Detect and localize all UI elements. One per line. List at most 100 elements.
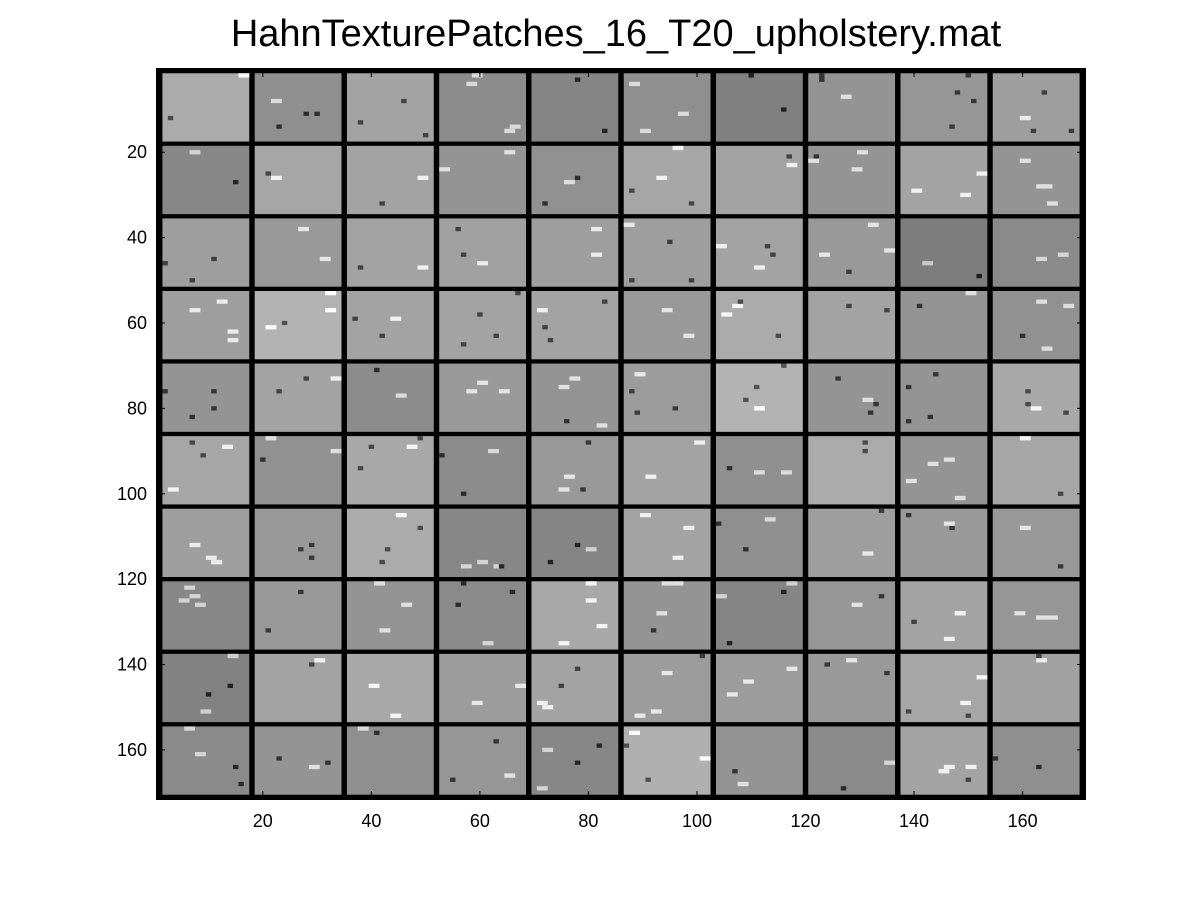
texture-speckle	[905, 419, 912, 424]
texture-speckle	[542, 705, 554, 710]
texture-speckle	[368, 683, 380, 689]
texture-patch	[254, 508, 342, 578]
texture-speckle	[949, 525, 955, 531]
texture-speckle	[189, 594, 201, 599]
patch-cell	[439, 508, 527, 578]
texture-speckle	[884, 248, 896, 253]
texture-patch	[715, 653, 803, 723]
texture-patch	[531, 581, 619, 650]
texture-speckle	[1025, 389, 1031, 394]
texture-speckle	[851, 602, 863, 607]
texture-speckle	[211, 559, 223, 565]
texture-speckle	[922, 261, 934, 266]
texture-speckle	[564, 179, 575, 185]
texture-patch	[900, 436, 988, 505]
texture-speckle	[764, 244, 771, 249]
texture-speckle	[753, 406, 765, 411]
texture-speckle	[585, 598, 597, 603]
texture-patch	[531, 653, 619, 723]
texture-speckle	[379, 333, 385, 338]
texture-speckle	[542, 201, 548, 206]
patch-cell	[346, 218, 434, 287]
texture-speckle	[390, 713, 402, 718]
texture-patch	[346, 653, 434, 723]
ticks	[157, 69, 1085, 799]
texture-patch	[900, 363, 988, 432]
texture-patch	[992, 73, 1080, 142]
patch-cell	[900, 145, 988, 215]
texture-speckle	[460, 252, 467, 257]
patch-cell	[992, 508, 1080, 578]
patch-cell	[715, 363, 803, 432]
texture-patch	[992, 726, 1080, 795]
texture-speckle	[1019, 525, 1031, 531]
texture-speckle	[298, 589, 304, 595]
texture-speckle	[916, 303, 923, 309]
texture-speckle	[417, 175, 429, 180]
texture-patch	[900, 218, 988, 287]
texture-patch	[439, 436, 527, 505]
texture-speckle	[591, 252, 603, 257]
texture-speckle	[840, 786, 847, 791]
texture-speckle	[688, 201, 695, 206]
texture-speckle	[867, 410, 874, 415]
texture-speckle	[753, 265, 765, 270]
texture-patch	[439, 508, 527, 578]
texture-speckle	[374, 581, 385, 586]
texture-patch	[254, 436, 342, 505]
texture-speckle	[949, 124, 955, 129]
patch-cell	[162, 508, 250, 578]
patch-cell	[715, 581, 803, 650]
texture-speckle	[232, 764, 239, 770]
texture-patch	[346, 436, 434, 505]
texture-speckle	[536, 786, 548, 791]
texture-speckle	[298, 226, 309, 232]
texture-speckle	[661, 308, 673, 313]
patch-cell	[162, 436, 250, 505]
texture-speckle	[1041, 90, 1048, 95]
texture-speckle	[504, 773, 516, 778]
patch-cell	[900, 653, 988, 723]
texture-speckle	[943, 457, 955, 462]
y-tick-label: 120	[117, 569, 147, 589]
texture-speckle	[504, 128, 516, 134]
patch-cell	[439, 653, 527, 723]
texture-speckle	[884, 670, 890, 676]
patch-cell	[346, 508, 434, 578]
texture-speckle	[574, 666, 581, 671]
texture-speckle	[1030, 128, 1037, 134]
texture-speckle	[699, 653, 706, 659]
patch-cell	[900, 581, 988, 650]
texture-speckle	[325, 308, 337, 313]
patch-cell	[439, 218, 527, 287]
texture-speckle	[1063, 303, 1075, 309]
texture-speckle	[308, 662, 315, 667]
texture-speckle	[878, 594, 885, 599]
texture-patch	[254, 218, 342, 287]
patch-cell	[254, 653, 342, 723]
texture-speckle	[374, 367, 380, 373]
texture-speckle	[325, 760, 331, 765]
x-tick-label: 40	[361, 811, 381, 831]
texture-patch	[531, 290, 619, 360]
texture-speckle	[1019, 115, 1031, 121]
texture-speckle	[971, 98, 977, 104]
patch-cell	[992, 726, 1080, 795]
texture-speckle	[694, 440, 706, 445]
texture-speckle	[1036, 764, 1042, 770]
texture-speckle	[753, 470, 765, 475]
texture-speckle	[645, 777, 651, 782]
texture-speckle	[368, 444, 375, 449]
texture-speckle	[466, 81, 478, 87]
texture-speckle	[629, 188, 635, 193]
texture-patch	[254, 726, 342, 795]
texture-speckle	[743, 679, 754, 684]
texture-speckle	[596, 743, 603, 748]
texture-speckle	[184, 726, 195, 731]
texture-speckle	[645, 474, 657, 479]
texture-speckle	[786, 154, 792, 159]
texture-patch	[808, 290, 896, 360]
texture-patch	[992, 218, 1080, 287]
patch-cell	[439, 145, 527, 215]
